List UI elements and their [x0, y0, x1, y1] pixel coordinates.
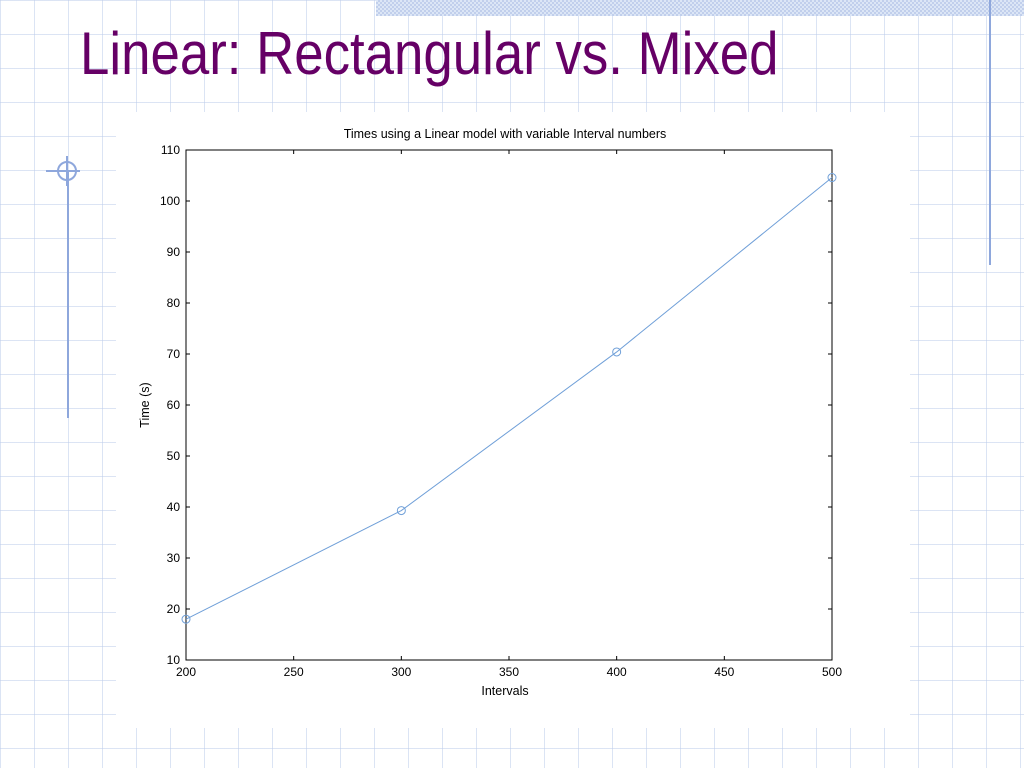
y-tick-label: 20	[167, 602, 181, 616]
y-axis-label: Time (s)	[138, 382, 152, 427]
slide-title: Linear: Rectangular vs. Mixed	[80, 20, 779, 87]
plot-area-border	[185, 149, 833, 661]
x-tick-label: 450	[714, 665, 734, 679]
chart-title: Times using a Linear model with variable…	[344, 127, 667, 141]
decorative-corner-band	[376, 0, 1024, 16]
series-line	[185, 177, 833, 620]
series-layer	[181, 173, 837, 624]
y-tick-label: 60	[167, 398, 181, 412]
x-tick-label: 250	[284, 665, 304, 679]
plot-frame	[185, 149, 833, 661]
x-tick-label: 500	[822, 665, 842, 679]
x-tick-label: 200	[176, 665, 196, 679]
y-tick-label: 80	[167, 296, 181, 310]
x-tick-label: 300	[391, 665, 411, 679]
data-point-marker	[396, 506, 406, 516]
x-tick-label: 400	[607, 665, 627, 679]
y-tick-label: 30	[167, 551, 181, 565]
y-tick-label: 50	[167, 449, 181, 463]
crosshair-bullet-icon	[46, 156, 80, 186]
y-tick-label: 10	[167, 653, 181, 667]
decorative-right-rule	[989, 0, 991, 265]
y-tick-label: 40	[167, 500, 181, 514]
data-point-marker	[612, 347, 622, 357]
x-axis-label: Intervals	[481, 684, 528, 698]
axis-ticks: 200 250 300 350 400 450 500 10 20 30 40 50 60 70 80 90 1…	[160, 143, 842, 679]
data-point-marker	[827, 173, 837, 183]
y-tick-label: 100	[160, 194, 180, 208]
data-point-marker	[181, 614, 191, 624]
line-chart: 200 250 300 350 400 450 500 10 20 30 40 50 60 70 80 90 1…	[138, 127, 842, 698]
figure-panel: 200 250 300 350 400 450 500 10 20 30 40 50 60 70 80 90 1…	[116, 112, 910, 728]
y-tick-label: 110	[161, 143, 180, 157]
y-tick-label: 90	[167, 245, 181, 259]
y-tick-label: 70	[167, 347, 181, 361]
x-tick-label: 350	[499, 665, 519, 679]
decorative-left-rule	[67, 170, 69, 418]
